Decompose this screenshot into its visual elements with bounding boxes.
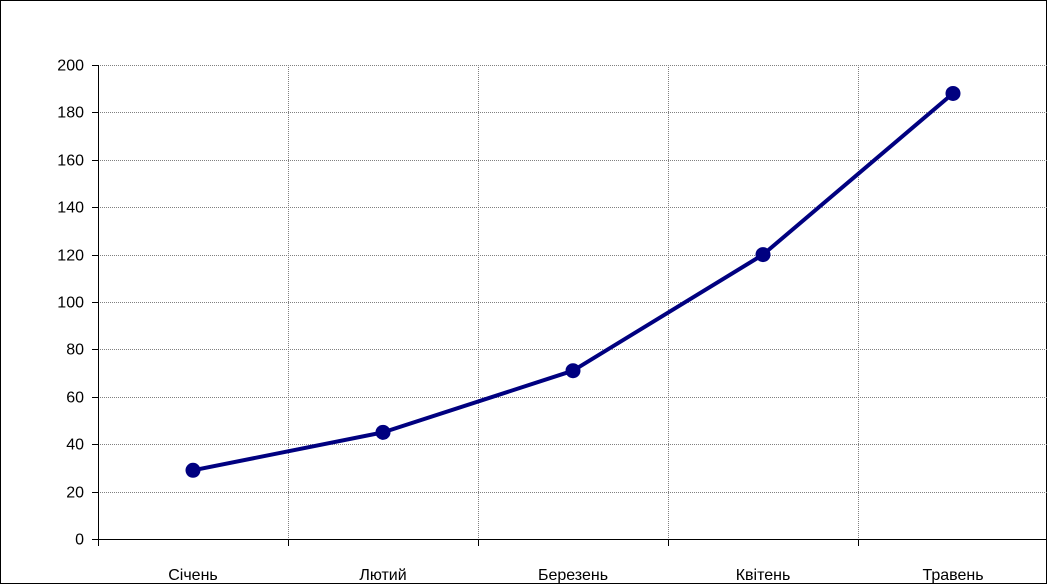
y-tick-label: 200: [57, 58, 84, 75]
y-tick-label: 120: [57, 248, 84, 265]
y-tick-label: 160: [57, 153, 84, 170]
x-tick-label: Травень: [922, 567, 983, 584]
y-axis-tick-labels: 0 20 40 60 80 100 120 140 160 180 200: [57, 58, 84, 549]
y-tick-label: 180: [57, 105, 84, 122]
y-tick-label: 80: [66, 342, 84, 359]
x-tick-label: Квітень: [736, 567, 791, 584]
series-plot: [185, 85, 961, 478]
x-axis-tick-labels: Січень Лютий Березень Квітень Травень: [168, 567, 983, 584]
grid-lines: [98, 65, 1047, 539]
y-tick-label: 100: [57, 295, 84, 312]
y-tick-label: 20: [66, 485, 84, 502]
axes: [92, 65, 1047, 546]
y-tick-label: 0: [75, 532, 84, 549]
y-tick-label: 140: [57, 200, 84, 217]
x-tick-label: Січень: [168, 567, 218, 584]
x-tick-label: Лютий: [359, 567, 406, 584]
data-point: [185, 462, 201, 478]
data-point: [375, 424, 391, 440]
series-line: [192, 91, 955, 473]
data-point: [755, 247, 771, 263]
data-point: [565, 363, 581, 379]
y-tick-label: 40: [66, 437, 84, 454]
y-tick-label: 60: [66, 390, 84, 407]
x-tick-label: Березень: [538, 567, 608, 584]
data-point: [945, 85, 961, 101]
